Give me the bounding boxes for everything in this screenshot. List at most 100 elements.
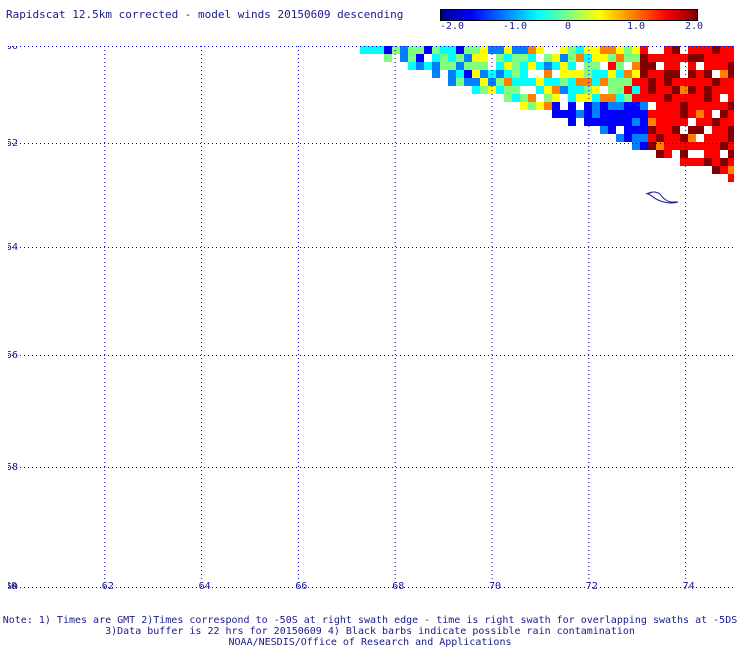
swath-cell xyxy=(432,46,440,54)
swath-cell xyxy=(728,118,734,126)
swath-cell xyxy=(656,126,664,134)
swath-cell xyxy=(616,54,624,62)
swath-cell xyxy=(632,102,640,110)
swath-cell xyxy=(616,134,624,142)
swath-cell xyxy=(608,78,616,86)
swath-cell xyxy=(496,78,504,86)
swath-cell xyxy=(648,54,656,62)
swath-cell xyxy=(608,62,616,70)
swath-cell xyxy=(704,110,712,118)
swath-cell xyxy=(720,86,728,94)
swath-cell xyxy=(728,102,734,110)
swath-cell xyxy=(544,102,552,110)
swath-cell xyxy=(672,86,680,94)
swath-cell xyxy=(568,78,576,86)
swath-cell xyxy=(712,150,720,158)
swath-cell xyxy=(624,102,632,110)
swath-cell xyxy=(456,62,464,70)
swath-cell xyxy=(672,70,680,78)
swath-cell xyxy=(584,86,592,94)
swath-cell xyxy=(704,54,712,62)
swath-cell xyxy=(472,62,480,70)
swath-cell xyxy=(568,62,576,70)
swath-cell xyxy=(648,70,656,78)
swath-cell xyxy=(480,78,488,86)
lon-tick-label: 60 xyxy=(8,581,17,589)
swath-cell xyxy=(568,118,576,126)
swath-cell xyxy=(648,62,656,70)
swath-cell xyxy=(688,102,696,110)
swath-cell xyxy=(600,46,608,54)
swath-cell xyxy=(704,150,712,158)
swath-cell xyxy=(640,46,648,54)
graticule-labels: 60 62 64 66 68 70 72 74 -50 -52 -54 -56 -58 -60 xyxy=(8,46,695,589)
map-plot[interactable]: 60 62 64 66 68 70 72 74 -50 -52 -54 -56 -58 -60 xyxy=(8,46,734,589)
swath-cell xyxy=(624,110,632,118)
swath-cell xyxy=(600,102,608,110)
swath-cell xyxy=(552,102,560,110)
swath-cell xyxy=(624,94,632,102)
swath-cell xyxy=(568,102,576,110)
swath-cell xyxy=(408,46,416,54)
swath-cell xyxy=(656,102,664,110)
swath-cell xyxy=(400,54,408,62)
swath-cell xyxy=(696,142,704,150)
swath-cell xyxy=(680,118,688,126)
swath-cell xyxy=(360,46,368,54)
swath-cell xyxy=(648,110,656,118)
swath-cell xyxy=(592,78,600,86)
swath-cell xyxy=(720,142,728,150)
swath-cell xyxy=(448,62,456,70)
swath-cell xyxy=(632,118,640,126)
swath-cell xyxy=(712,118,720,126)
swath-cell xyxy=(416,46,424,54)
swath-cell xyxy=(640,126,648,134)
swath-cell xyxy=(712,158,720,166)
colorbar-label-max: 2.0 xyxy=(684,21,704,32)
swath-cell xyxy=(696,86,704,94)
swath-cell xyxy=(712,142,720,150)
swath-cell xyxy=(600,70,608,78)
swath-cell xyxy=(640,110,648,118)
swath-cell xyxy=(720,118,728,126)
swath-cell xyxy=(576,46,584,54)
swath-cell xyxy=(560,54,568,62)
swath-cell xyxy=(640,86,648,94)
swath-cell xyxy=(632,70,640,78)
swath-cell xyxy=(464,46,472,54)
swath-cell xyxy=(728,78,734,86)
swath-cell xyxy=(512,54,520,62)
swath-cell xyxy=(584,102,592,110)
swath-cell xyxy=(720,110,728,118)
swath-cell xyxy=(704,118,712,126)
swath-cell xyxy=(576,78,584,86)
swath-cell xyxy=(536,62,544,70)
swath-cell xyxy=(712,102,720,110)
swath-cell xyxy=(576,70,584,78)
swath-cell xyxy=(600,94,608,102)
swath-cell xyxy=(624,78,632,86)
swath-cell xyxy=(648,142,656,150)
swath-cell xyxy=(392,46,400,54)
swath-cell xyxy=(688,78,696,86)
lon-tick-label: 70 xyxy=(489,581,501,589)
swath-cell xyxy=(496,86,504,94)
swath-cell xyxy=(704,46,712,54)
swath-cell xyxy=(632,46,640,54)
swath-cell xyxy=(656,150,664,158)
swath-cell xyxy=(656,78,664,86)
swath-cell xyxy=(520,78,528,86)
swath-cell xyxy=(704,134,712,142)
swath-cell xyxy=(640,94,648,102)
swath-cell xyxy=(720,78,728,86)
swath-cell xyxy=(624,134,632,142)
swath-cell xyxy=(696,158,704,166)
swath-cell xyxy=(592,86,600,94)
swath-cell xyxy=(640,102,648,110)
swath-cell xyxy=(528,102,536,110)
swath-cell xyxy=(560,110,568,118)
swath-cell xyxy=(536,102,544,110)
swath-cell xyxy=(592,46,600,54)
swath-cell xyxy=(664,118,672,126)
swath-cell xyxy=(496,46,504,54)
